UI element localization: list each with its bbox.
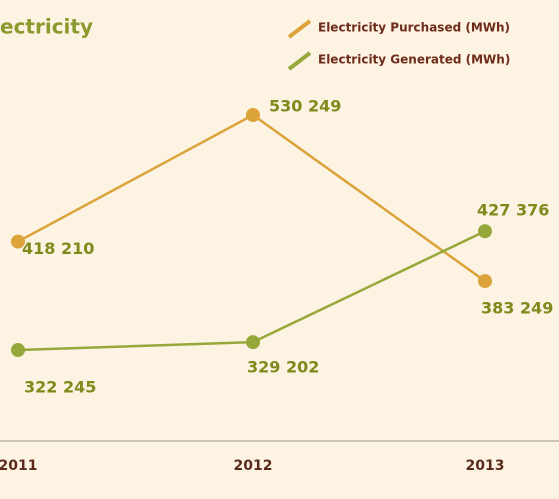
x-tick-label: 2012 [234, 458, 273, 474]
legend-label: Electricity Purchased (MWh) [318, 21, 510, 35]
value-label: 322 245 [24, 378, 96, 397]
point [478, 224, 492, 239]
value-label: 418 210 [22, 239, 94, 258]
x-tick-label: 2011 [0, 458, 37, 474]
point [11, 234, 25, 249]
x-tick-label: 2013 [466, 458, 505, 474]
legend-swatch [287, 19, 312, 39]
value-label: 530 249 [269, 97, 341, 116]
legend-swatch [287, 51, 312, 71]
point [11, 343, 25, 357]
value-label: 329 202 [247, 358, 319, 377]
point [478, 274, 492, 289]
value-label: 383 249 [481, 299, 553, 318]
value-label: 427 376 [477, 201, 549, 220]
point [246, 108, 260, 122]
chart-title: ectricity [0, 15, 93, 39]
legend-label: Electricity Generated (MWh) [318, 53, 510, 67]
point [246, 335, 260, 350]
